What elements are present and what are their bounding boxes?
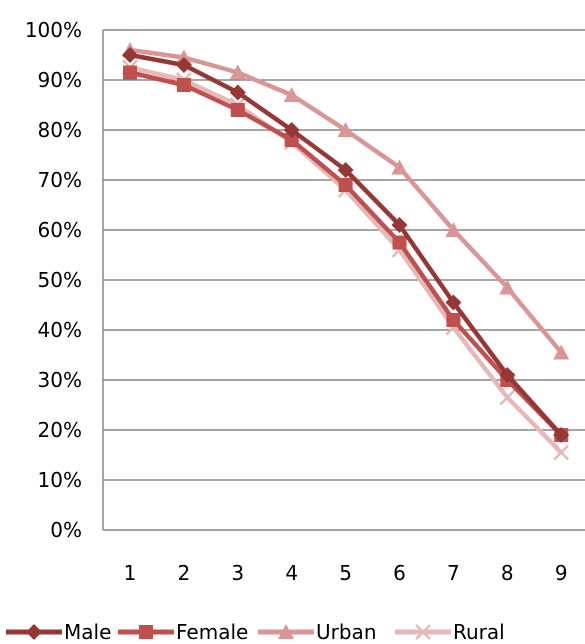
y-tick-label: 40% bbox=[38, 318, 82, 342]
x-tick-label: 8 bbox=[501, 561, 514, 585]
x-tick-label: 3 bbox=[231, 561, 244, 585]
gridlines bbox=[103, 29, 585, 481]
series-male bbox=[122, 47, 570, 443]
data-point-male bbox=[175, 57, 192, 73]
legend-label: Urban bbox=[316, 620, 377, 644]
y-tick-label: 70% bbox=[38, 168, 82, 192]
data-point-urban bbox=[337, 122, 354, 137]
legend-item-urban: Urban bbox=[258, 620, 377, 644]
y-tick-label: 0% bbox=[50, 518, 82, 542]
data-point-female bbox=[230, 103, 245, 117]
y-tick-label: 50% bbox=[38, 268, 82, 292]
data-point-female bbox=[446, 313, 461, 327]
x-tick-label: 2 bbox=[178, 561, 191, 585]
data-point-female bbox=[123, 65, 137, 80]
y-tick-label: 30% bbox=[38, 368, 82, 392]
data-point-female bbox=[338, 178, 353, 192]
data-point-urban bbox=[283, 87, 300, 102]
x-tick-label: 9 bbox=[555, 561, 568, 585]
legend-label: Rural bbox=[453, 620, 505, 644]
data-point-rural bbox=[553, 444, 570, 461]
series-female bbox=[123, 65, 569, 442]
legend-item-male: Male bbox=[6, 620, 111, 644]
legend-swatch-marker bbox=[415, 624, 431, 640]
y-tick-label: 20% bbox=[38, 418, 82, 442]
y-tick-label: 90% bbox=[38, 68, 82, 92]
data-point-male bbox=[229, 84, 246, 101]
series-rural bbox=[122, 59, 570, 461]
legend-swatch-marker bbox=[26, 624, 42, 640]
legend-label: Female bbox=[176, 620, 248, 644]
x-axis-tick-labels: 1 2 3 4 5 6 7 8 9 bbox=[124, 561, 568, 585]
series-line-male bbox=[127, 52, 564, 438]
legend: Male Female Urban Rural bbox=[6, 620, 505, 644]
axes bbox=[102, 30, 585, 531]
legend-item-female: Female bbox=[118, 620, 248, 644]
data-point-male bbox=[391, 217, 408, 233]
legend-label: Male bbox=[64, 620, 111, 644]
data-point-male bbox=[499, 367, 516, 383]
data-point-male bbox=[283, 122, 300, 138]
data-point-female bbox=[176, 78, 191, 92]
data-point-male bbox=[337, 162, 354, 178]
y-tick-label: 10% bbox=[38, 468, 82, 492]
series-line-urban bbox=[127, 47, 564, 355]
legend-swatch-marker bbox=[278, 624, 294, 639]
y-tick-label: 60% bbox=[38, 218, 82, 242]
y-tick-label: 80% bbox=[38, 118, 82, 142]
series-lines bbox=[122, 42, 570, 461]
legend-item-rural: Rural bbox=[395, 620, 505, 644]
x-tick-label: 1 bbox=[124, 561, 137, 585]
data-point-rural bbox=[499, 389, 516, 406]
data-point-urban bbox=[499, 279, 516, 295]
y-tick-label: 100% bbox=[25, 18, 82, 42]
x-tick-label: 4 bbox=[285, 561, 298, 585]
y-axis-tick-labels: 0% 10% 20% 30% 40% 50% 60% 70% 80% 90% 100% bbox=[25, 18, 82, 542]
data-point-urban bbox=[553, 344, 570, 360]
legend-swatch-marker bbox=[139, 625, 153, 639]
x-tick-label: 5 bbox=[339, 561, 352, 585]
data-point-urban bbox=[445, 222, 462, 237]
data-point-urban bbox=[391, 159, 408, 175]
data-point-urban bbox=[229, 64, 246, 80]
data-point-female bbox=[392, 235, 407, 250]
x-tick-label: 6 bbox=[393, 561, 406, 585]
data-point-male bbox=[445, 294, 462, 311]
data-point-male bbox=[553, 427, 570, 443]
data-point-male bbox=[122, 47, 138, 63]
x-tick-label: 7 bbox=[447, 561, 460, 585]
data-point-female bbox=[284, 133, 299, 147]
